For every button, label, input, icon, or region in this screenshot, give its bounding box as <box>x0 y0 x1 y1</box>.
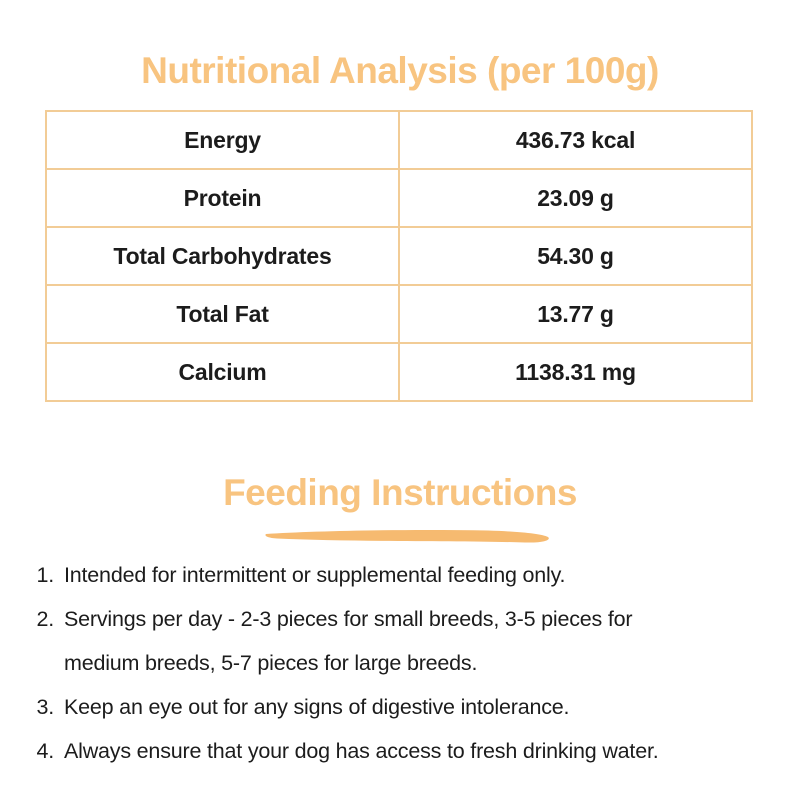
table-row: Energy 436.73 kcal <box>45 110 753 170</box>
table-row: Calcium 1138.31 mg <box>45 342 753 402</box>
nutrient-label: Energy <box>45 110 400 170</box>
nutrient-value: 23.09 g <box>398 168 753 228</box>
list-item: 3. Keep an eye out for any signs of dige… <box>18 685 770 729</box>
list-item: 4. Always ensure that your dog has acces… <box>18 729 770 773</box>
table-row: Total Carbohydrates 54.30 g <box>45 226 753 286</box>
item-text: Keep an eye out for any signs of digesti… <box>64 695 570 719</box>
instructions-list: 1. Intended for intermittent or suppleme… <box>18 553 770 773</box>
nutrition-table: Energy 436.73 kcal Protein 23.09 g Total… <box>45 110 753 402</box>
item-text: Intended for intermittent or supplementa… <box>64 563 566 587</box>
list-item: 2. Servings per day - 2-3 pieces for sma… <box>18 597 770 685</box>
nutrient-value: 13.77 g <box>398 284 753 344</box>
nutrient-value: 54.30 g <box>398 226 753 286</box>
nutrient-label: Total Carbohydrates <box>45 226 400 286</box>
list-item: 1. Intended for intermittent or suppleme… <box>18 553 770 597</box>
nutrient-value: 1138.31 mg <box>398 342 753 402</box>
item-number: 4. <box>36 739 54 763</box>
item-text: Servings per day - 2-3 pieces for small … <box>64 607 633 675</box>
item-number: 1. <box>36 563 54 587</box>
item-number: 3. <box>36 695 54 719</box>
table-row: Protein 23.09 g <box>45 168 753 228</box>
nutritional-analysis-title: Nutritional Analysis (per 100g) <box>141 50 659 91</box>
nutrient-label: Calcium <box>45 342 400 402</box>
nutrient-label: Total Fat <box>45 284 400 344</box>
table-row: Total Fat 13.77 g <box>45 284 753 344</box>
feeding-instructions-title: Feeding Instructions <box>223 472 577 513</box>
brush-stroke-underline <box>265 529 549 543</box>
nutrient-label: Protein <box>45 168 400 228</box>
item-number: 2. <box>36 607 54 631</box>
nutrient-value: 436.73 kcal <box>398 110 753 170</box>
item-text: Always ensure that your dog has access t… <box>64 739 659 763</box>
